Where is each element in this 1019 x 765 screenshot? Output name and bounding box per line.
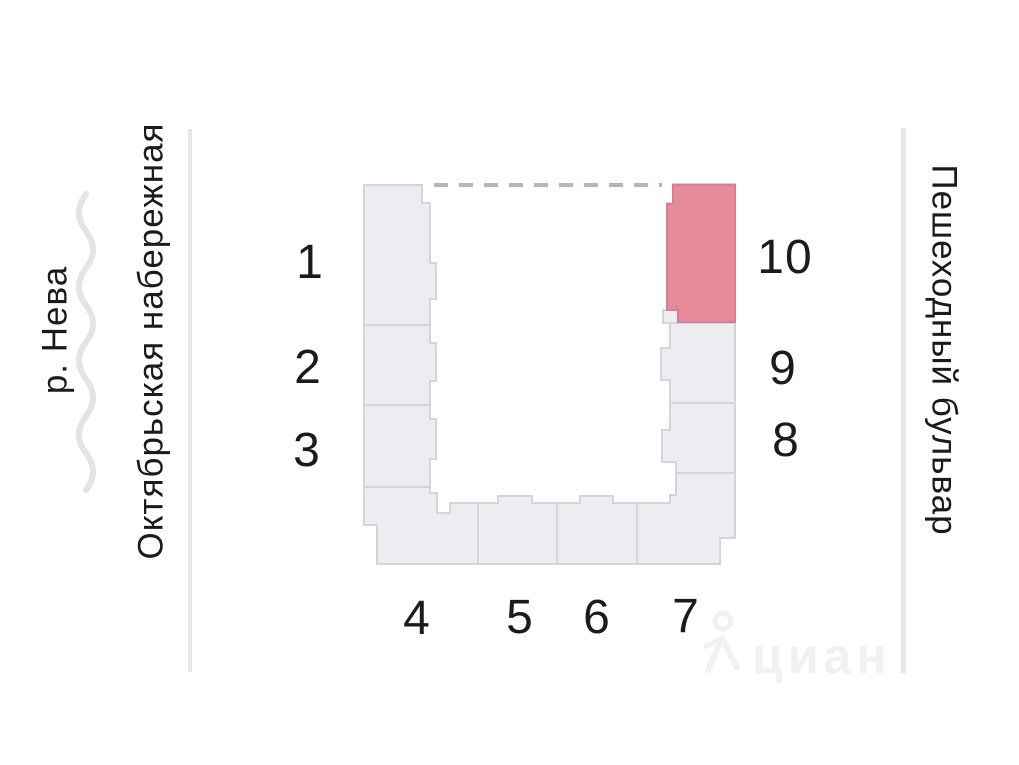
section-label-7: 7	[672, 590, 700, 643]
section-2-shape[interactable]	[364, 326, 430, 405]
left-road-line	[188, 129, 192, 672]
section-8-shape[interactable]	[670, 404, 734, 473]
section-label-2: 2	[294, 341, 322, 394]
section-label-5: 5	[506, 591, 534, 644]
section-5-shape[interactable]	[479, 504, 556, 563]
section-label-9: 9	[769, 342, 797, 395]
river-label: р. Нева	[36, 266, 75, 394]
watermark-person-icon	[703, 637, 722, 649]
watermark-person-icon	[705, 635, 740, 673]
section-label-1: 1	[296, 236, 324, 289]
section-10-shape[interactable]	[666, 184, 736, 323]
section-label-3: 3	[293, 424, 321, 477]
watermark-person-icon	[712, 610, 734, 632]
right-road-label: Пешеходный бульвар	[925, 164, 964, 535]
section-label-10: 10	[757, 231, 812, 284]
river-wave-line	[76, 191, 96, 493]
section-label-4: 4	[403, 592, 431, 645]
section-label-6: 6	[583, 591, 611, 644]
cian-watermark: циан	[703, 610, 891, 684]
section-4-shape[interactable]	[365, 488, 477, 563]
watermark-label: циан	[752, 628, 891, 684]
section-1-shape[interactable]	[364, 186, 430, 325]
street-labels: р. Нева Октябрьская набережная Пешеходны…	[36, 123, 964, 560]
right-road-line	[901, 128, 906, 673]
section-labels: 1 2 3 4 5 6 7 8 9 10	[293, 231, 812, 645]
section-9-shape[interactable]	[670, 324, 734, 403]
section-7-shape[interactable]	[638, 504, 734, 563]
section-label-8: 8	[772, 414, 800, 467]
section-3-shape[interactable]	[364, 406, 430, 487]
section-6-shape[interactable]	[558, 504, 636, 563]
left-road-label: Октябрьская набережная	[132, 123, 171, 560]
